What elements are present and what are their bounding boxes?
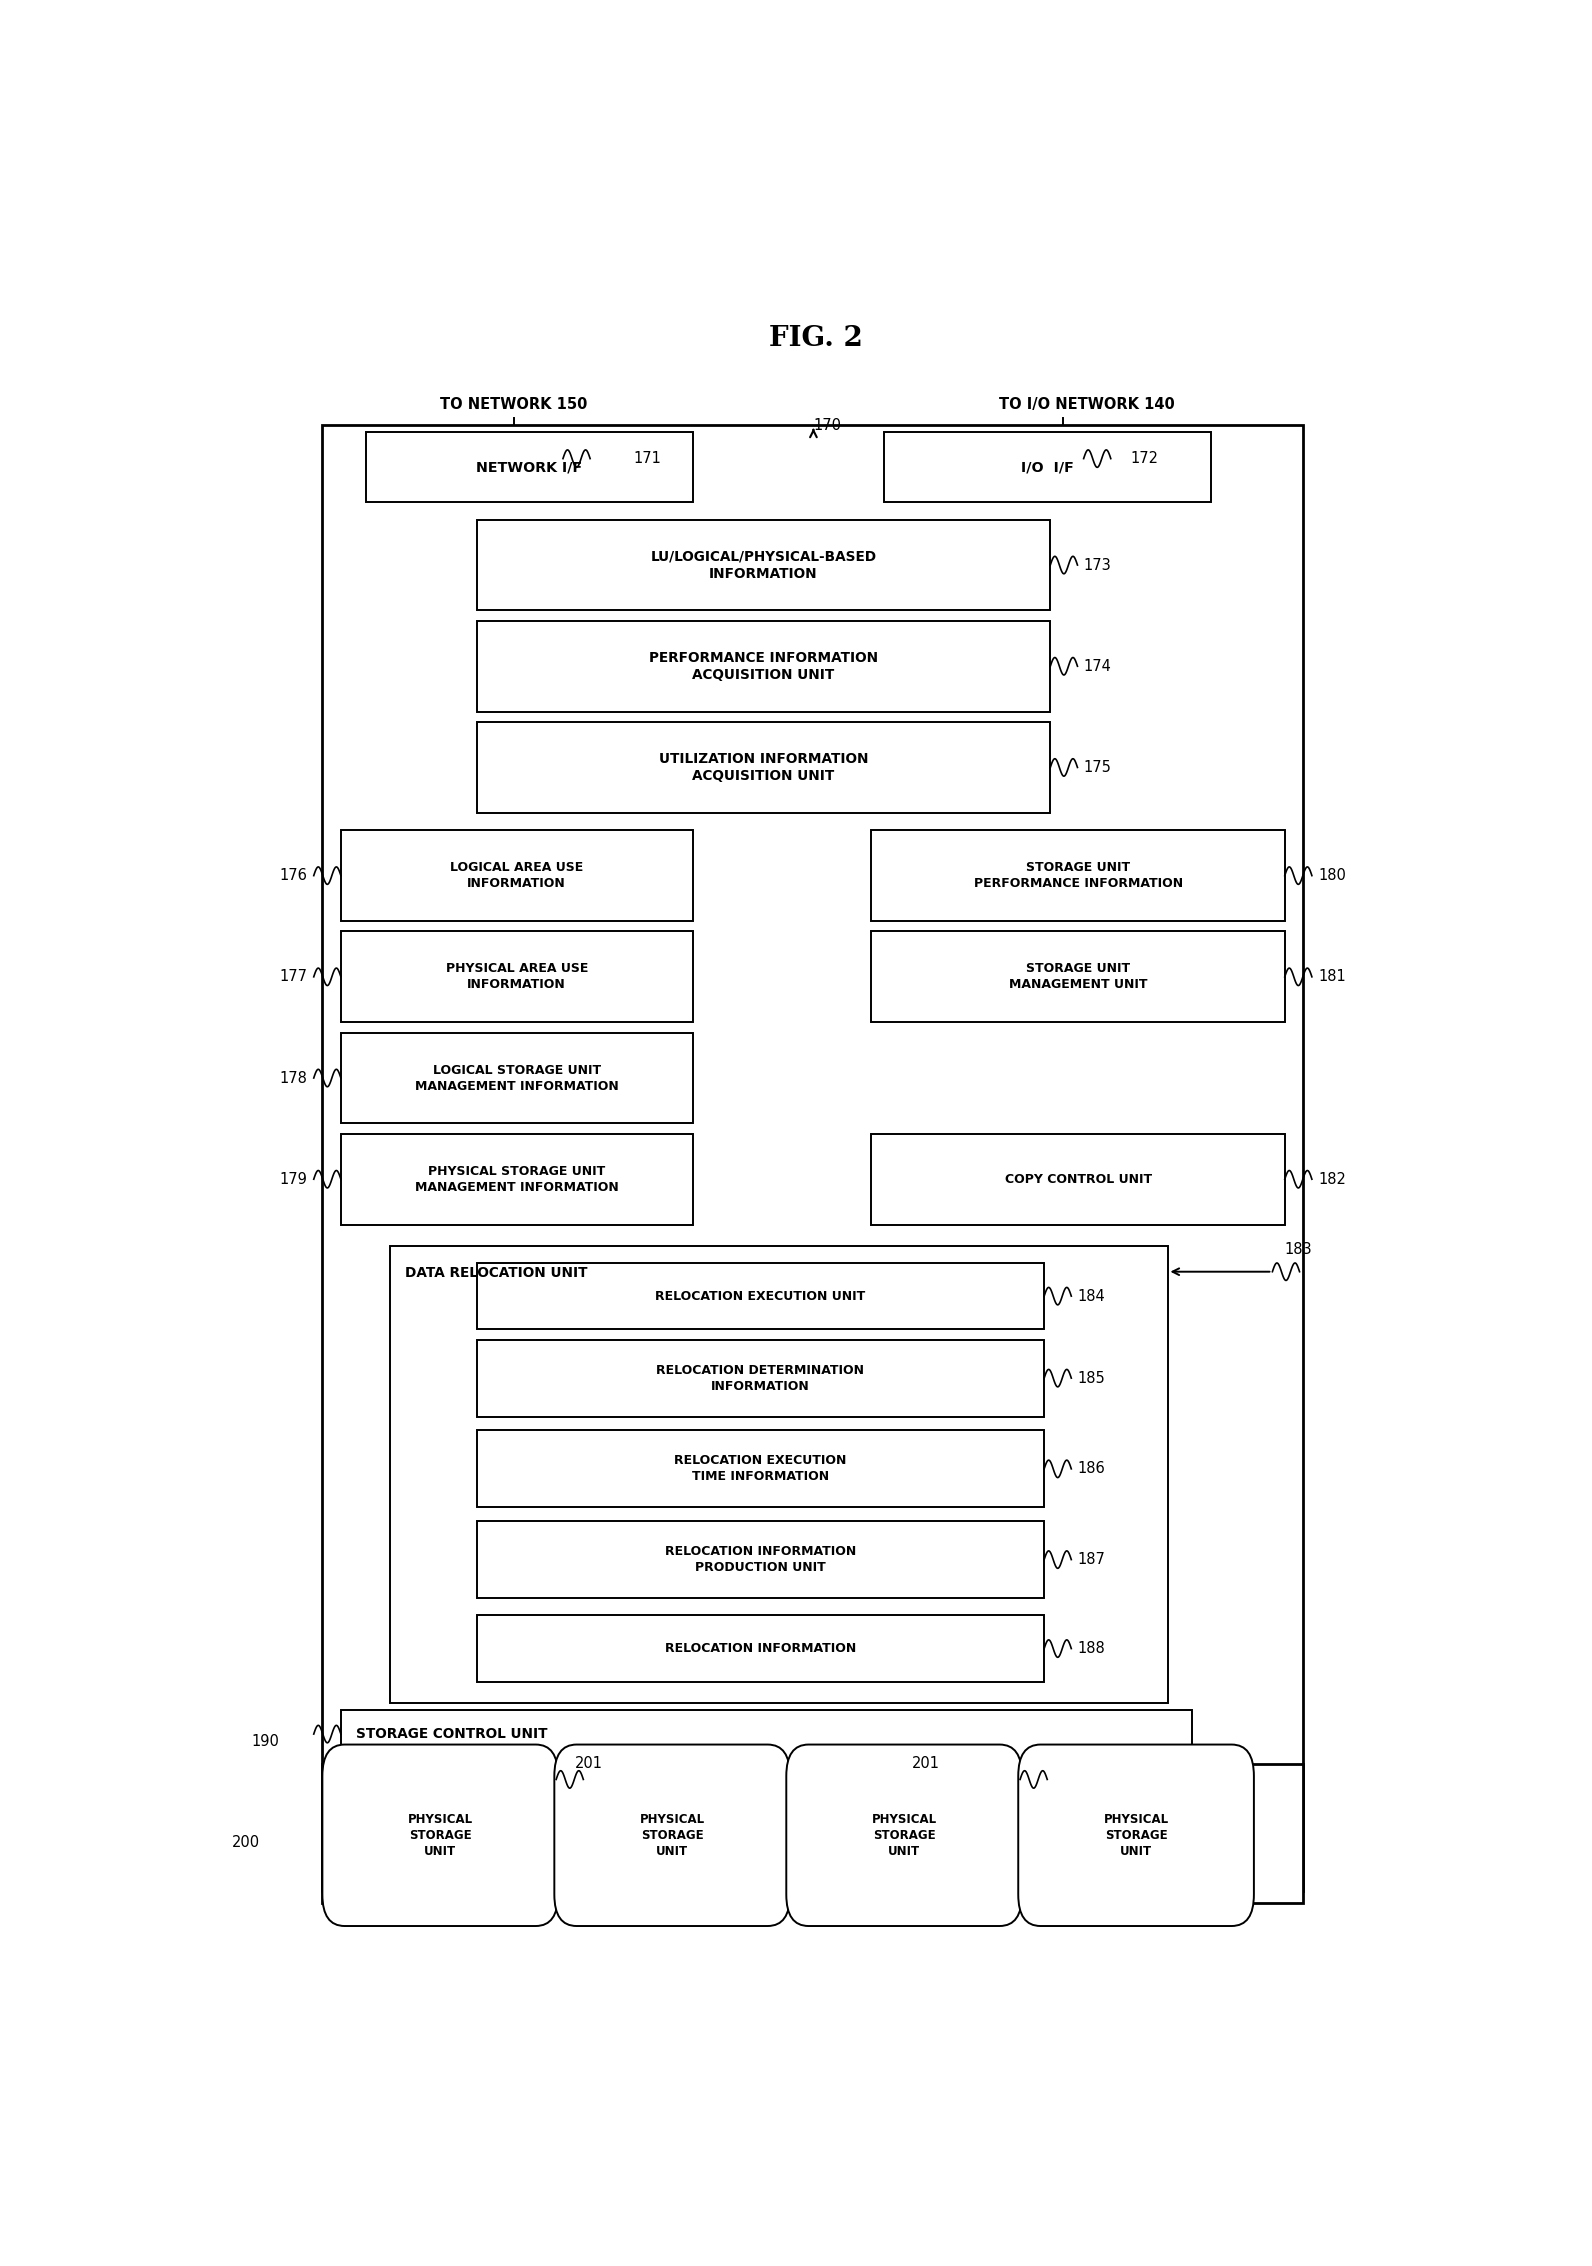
Text: I/O  I/F: I/O I/F [1020,460,1073,474]
Text: STORAGE UNIT
MANAGEMENT UNIT: STORAGE UNIT MANAGEMENT UNIT [1009,963,1148,990]
Bar [322,1763,1304,1903]
Text: 170: 170 [814,417,842,433]
Text: 174: 174 [1084,659,1111,673]
Text: 201: 201 [912,1756,941,1772]
Text: 171: 171 [634,451,661,467]
Text: COPY CONTROL UNIT: COPY CONTROL UNIT [1005,1174,1151,1185]
Text: 183: 183 [1285,1242,1312,1258]
Text: PHYSICAL
STORAGE
UNIT: PHYSICAL STORAGE UNIT [408,1813,473,1858]
Bar [871,931,1285,1022]
Text: PHYSICAL
STORAGE
UNIT: PHYSICAL STORAGE UNIT [1103,1813,1169,1858]
Text: 172: 172 [1130,451,1159,467]
Text: PHYSICAL
STORAGE
UNIT: PHYSICAL STORAGE UNIT [871,1813,936,1858]
Text: 173: 173 [1084,557,1111,573]
Bar [476,1339,1044,1416]
Text: DATA RELOCATION UNIT: DATA RELOCATION UNIT [404,1267,587,1280]
Bar [390,1246,1167,1702]
Text: 190: 190 [252,1733,279,1749]
Text: 181: 181 [1318,970,1345,983]
Text: PERFORMANCE INFORMATION
ACQUISITION UNIT: PERFORMANCE INFORMATION ACQUISITION UNIT [650,650,879,682]
Text: LOGICAL AREA USE
INFORMATION: LOGICAL AREA USE INFORMATION [451,861,583,891]
Bar [884,433,1210,503]
Text: LOGICAL STORAGE UNIT
MANAGEMENT INFORMATION: LOGICAL STORAGE UNIT MANAGEMENT INFORMAT… [416,1063,619,1092]
Text: 188: 188 [1078,1641,1105,1656]
Text: 187: 187 [1078,1552,1105,1568]
Bar [476,1616,1044,1681]
Text: RELOCATION DETERMINATION
INFORMATION: RELOCATION DETERMINATION INFORMATION [656,1364,864,1394]
Text: STORAGE CONTROL UNIT: STORAGE CONTROL UNIT [355,1727,548,1740]
Bar [476,1262,1044,1330]
Text: 186: 186 [1078,1462,1105,1477]
Text: RELOCATION EXECUTION UNIT: RELOCATION EXECUTION UNIT [656,1289,866,1303]
Bar [476,621,1051,712]
Bar [341,1133,693,1224]
Text: PHYSICAL AREA USE
INFORMATION: PHYSICAL AREA USE INFORMATION [446,963,587,990]
FancyBboxPatch shape [322,1745,559,1926]
Text: 201: 201 [575,1756,603,1772]
Text: 200: 200 [232,1835,259,1849]
Text: 185: 185 [1078,1371,1105,1385]
Text: PHYSICAL STORAGE UNIT
MANAGEMENT INFORMATION: PHYSICAL STORAGE UNIT MANAGEMENT INFORMA… [416,1165,619,1194]
Bar [322,426,1304,1892]
Bar [341,1709,1192,1758]
FancyBboxPatch shape [1019,1745,1254,1926]
Bar [476,1430,1044,1507]
Bar [341,829,693,920]
Text: 179: 179 [280,1172,307,1187]
Text: STORAGE UNIT
PERFORMANCE INFORMATION: STORAGE UNIT PERFORMANCE INFORMATION [974,861,1183,891]
Text: TO NETWORK 150: TO NETWORK 150 [439,397,587,412]
Text: UTILIZATION INFORMATION
ACQUISITION UNIT: UTILIZATION INFORMATION ACQUISITION UNIT [659,752,868,784]
Bar [871,829,1285,920]
Text: 176: 176 [280,868,307,884]
Text: FIG. 2: FIG. 2 [769,324,863,351]
Text: NETWORK I/F: NETWORK I/F [476,460,583,474]
Text: PHYSICAL
STORAGE
UNIT: PHYSICAL STORAGE UNIT [640,1813,705,1858]
Bar [366,433,693,503]
Bar [476,519,1051,610]
Bar [341,1033,693,1124]
Text: 182: 182 [1318,1172,1345,1187]
Bar [476,1520,1044,1598]
Text: TO I/O NETWORK 140: TO I/O NETWORK 140 [1000,397,1175,412]
Text: RELOCATION EXECUTION
TIME INFORMATION: RELOCATION EXECUTION TIME INFORMATION [673,1455,847,1484]
Bar [871,1133,1285,1224]
Text: 178: 178 [280,1070,307,1085]
FancyBboxPatch shape [786,1745,1022,1926]
Text: 184: 184 [1078,1289,1105,1303]
Text: LU/LOGICAL/PHYSICAL-BASED
INFORMATION: LU/LOGICAL/PHYSICAL-BASED INFORMATION [651,548,877,580]
Text: 177: 177 [280,970,307,983]
Bar [476,723,1051,813]
Text: 180: 180 [1318,868,1345,884]
Text: 175: 175 [1084,759,1111,775]
FancyBboxPatch shape [554,1745,790,1926]
Text: RELOCATION INFORMATION: RELOCATION INFORMATION [665,1643,856,1654]
Text: RELOCATION INFORMATION
PRODUCTION UNIT: RELOCATION INFORMATION PRODUCTION UNIT [665,1545,856,1575]
Bar [341,931,693,1022]
